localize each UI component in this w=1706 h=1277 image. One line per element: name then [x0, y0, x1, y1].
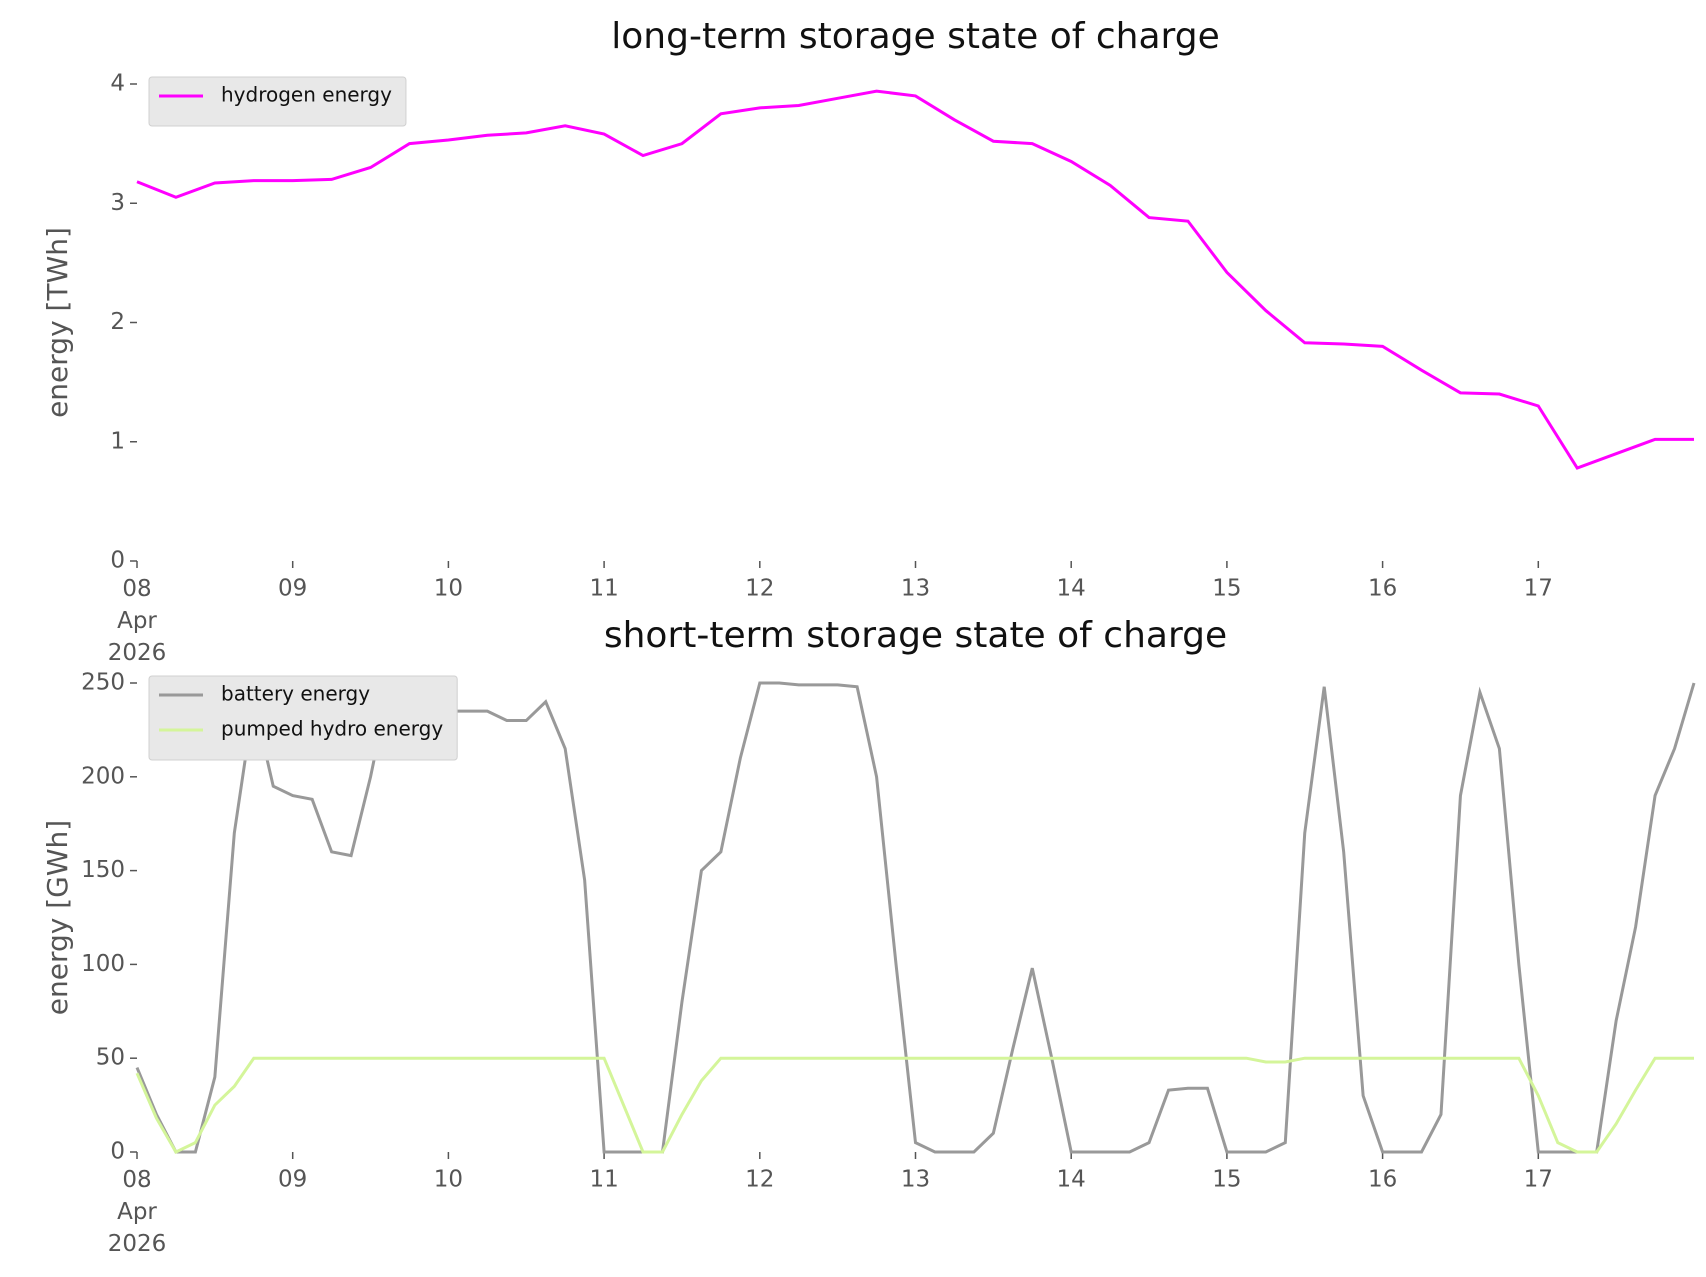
y-tick-label: 3 — [110, 190, 125, 216]
chart-title: short-term storage state of charge — [604, 615, 1227, 656]
x-tick-label: 10 — [434, 1167, 463, 1193]
data-line — [136, 89, 1694, 470]
y-tick-label: 100 — [81, 951, 125, 977]
x-tick-label: 15 — [1212, 1167, 1241, 1193]
x-tick-label: 08 Apr 2026 — [108, 576, 167, 666]
y-tick-label: 2 — [110, 309, 125, 335]
y-axis-label: energy [TWh] — [41, 227, 74, 418]
legend-box — [148, 76, 407, 127]
legend-box — [148, 675, 458, 761]
y-tick-label: 0 — [110, 1139, 125, 1165]
x-tick-label: 17 — [1524, 576, 1553, 602]
y-tick-label: 200 — [81, 763, 125, 789]
x-tick-label: 08 Apr 2026 — [108, 1167, 167, 1257]
x-tick-label: 11 — [589, 576, 618, 602]
x-tick-label: 15 — [1212, 576, 1241, 602]
y-tick-label: 250 — [81, 670, 125, 696]
x-tick-label: 16 — [1368, 1167, 1397, 1193]
y-tick-label: 1 — [110, 428, 125, 454]
legend-label: pumped hydro energy — [221, 717, 443, 741]
x-tick-label: 14 — [1057, 1167, 1086, 1193]
x-tick-label: 17 — [1524, 1167, 1553, 1193]
y-tick-label: 50 — [96, 1045, 125, 1071]
y-tick-label: 4 — [110, 71, 125, 97]
x-tick-label: 16 — [1368, 576, 1397, 602]
x-tick-label: 13 — [901, 576, 930, 602]
x-tick-label: 12 — [745, 1167, 774, 1193]
y-tick-label: 150 — [81, 857, 125, 883]
x-tick-label: 13 — [901, 1167, 930, 1193]
x-tick-label: 14 — [1057, 576, 1086, 602]
x-tick-label: 09 — [278, 576, 307, 602]
x-tick-label: 12 — [745, 576, 774, 602]
legend-label: hydrogen energy — [221, 83, 392, 107]
legend-label: battery energy — [221, 682, 370, 706]
legend: hydrogen energy — [148, 76, 407, 127]
x-tick-label: 11 — [589, 1167, 618, 1193]
data-line — [135, 1056, 1694, 1154]
x-tick-label: 10 — [434, 576, 463, 602]
chart-title: long-term storage state of charge — [611, 16, 1219, 57]
y-axis-label: energy [GWh] — [41, 820, 74, 1015]
y-tick-label: 0 — [110, 548, 125, 574]
x-tick-label: 09 — [278, 1167, 307, 1193]
legend: battery energy pumped hydro energy — [148, 675, 458, 761]
